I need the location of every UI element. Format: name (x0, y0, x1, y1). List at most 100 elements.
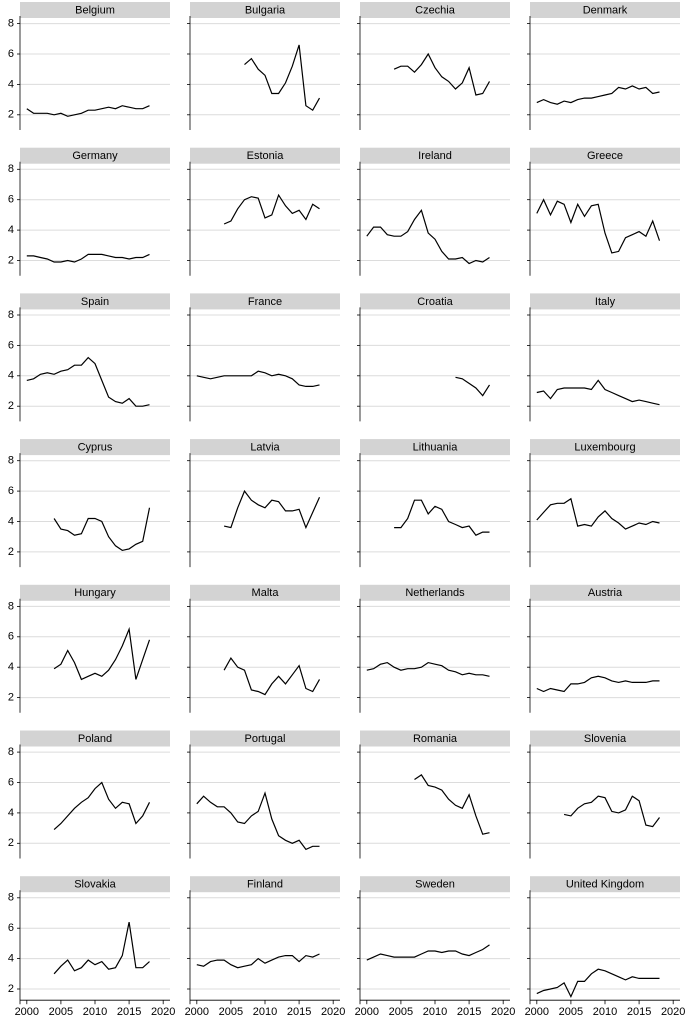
panel-header (530, 293, 680, 310)
panel-title: Spain (81, 296, 109, 308)
series-line (53, 781, 151, 831)
series-line (366, 944, 490, 961)
panel-title: Estonia (247, 150, 285, 162)
series-line (366, 208, 490, 265)
series-line (26, 356, 150, 407)
series-line (244, 44, 321, 112)
x-tick-label: 2015 (287, 1006, 311, 1018)
panel-header (20, 439, 170, 456)
x-tick-label: 2010 (253, 1006, 277, 1018)
panel-header (360, 876, 510, 893)
series-line (536, 968, 660, 999)
panel-title: Cyprus (78, 442, 113, 454)
x-tick-label: 2005 (559, 1006, 583, 1018)
panel-header (20, 730, 170, 747)
panel-title: France (248, 296, 282, 308)
panel-header (360, 2, 510, 18)
panel-title: Finland (247, 879, 283, 891)
series-line (26, 253, 150, 263)
panel-title: Ireland (418, 150, 452, 162)
series-line (223, 193, 320, 225)
panel-header (360, 293, 510, 310)
panel-title: Croatia (417, 296, 453, 308)
panel-header (360, 147, 510, 164)
y-tick-label: 8 (8, 746, 14, 758)
panel-header (20, 876, 170, 893)
y-tick-label: 6 (8, 776, 14, 788)
panel-header (360, 439, 510, 456)
series-line (394, 499, 490, 536)
y-tick-label: 2 (8, 254, 14, 266)
series-line (53, 626, 151, 681)
y-tick-label: 6 (8, 631, 14, 643)
panel-header (530, 584, 680, 601)
y-tick-label: 4 (8, 370, 14, 382)
panel-title: Luxembourg (574, 442, 635, 454)
series-line (223, 657, 321, 696)
y-tick-label: 4 (8, 661, 14, 673)
series-line (536, 379, 660, 406)
series-line (223, 489, 321, 530)
x-tick-label: 2000 (525, 1006, 549, 1018)
y-tick-label: 8 (8, 600, 14, 612)
x-tick-label: 2015 (117, 1006, 141, 1018)
y-tick-label: 8 (8, 163, 14, 175)
panel-title: Bulgaria (245, 4, 286, 16)
panel-title: Sweden (415, 879, 455, 891)
panel-header (190, 2, 340, 18)
series-line (563, 795, 660, 828)
panel-header (190, 293, 340, 310)
y-tick-label: 4 (8, 807, 14, 819)
x-tick-label: 2020 (491, 1006, 515, 1018)
series-line (196, 791, 320, 851)
x-tick-label: 2015 (457, 1006, 481, 1018)
panel-header (20, 2, 170, 18)
series-line (414, 774, 490, 835)
panel-header (20, 584, 170, 601)
series-line (536, 85, 660, 105)
y-tick-label: 8 (8, 18, 14, 30)
x-tick-label: 2010 (423, 1006, 447, 1018)
panel-title: Hungary (74, 587, 116, 599)
panel-title: Greece (587, 150, 623, 162)
series-line (536, 198, 661, 254)
y-tick-label: 2 (8, 983, 14, 995)
panel-header (360, 584, 510, 601)
panel-title: Slovenia (584, 733, 627, 745)
panel-title: Belgium (75, 4, 115, 16)
panel-header (530, 2, 680, 18)
y-tick-label: 6 (8, 339, 14, 351)
panel-title: Austria (588, 587, 623, 599)
x-tick-label: 2010 (83, 1006, 107, 1018)
panel-title: Germany (72, 150, 118, 162)
y-tick-label: 6 (8, 48, 14, 60)
panel-title: Poland (78, 733, 112, 745)
panel-title: Lithuania (413, 442, 459, 454)
x-tick-label: 2020 (151, 1006, 175, 1018)
panel-header (530, 147, 680, 164)
panel-header (20, 147, 170, 164)
x-tick-label: 2005 (389, 1006, 413, 1018)
series-line (53, 507, 151, 552)
y-tick-label: 4 (8, 515, 14, 527)
y-tick-label: 4 (8, 953, 14, 965)
y-tick-label: 2 (8, 546, 14, 558)
panel-title: Czechia (415, 4, 456, 16)
series-line (536, 497, 660, 530)
series-line (393, 52, 491, 96)
panel-title: Romania (413, 733, 458, 745)
y-tick-label: 2 (8, 400, 14, 412)
panel-header (530, 439, 680, 456)
y-tick-label: 2 (8, 109, 14, 121)
y-tick-label: 6 (8, 485, 14, 497)
x-tick-label: 2005 (219, 1006, 243, 1018)
x-tick-label: 2000 (355, 1006, 379, 1018)
x-tick-label: 2005 (49, 1006, 73, 1018)
y-tick-label: 4 (8, 224, 14, 236)
panel-header (530, 730, 680, 747)
panel-header (190, 876, 340, 893)
series-line (196, 953, 320, 969)
panel-header (190, 439, 340, 456)
y-tick-label: 8 (8, 309, 14, 321)
